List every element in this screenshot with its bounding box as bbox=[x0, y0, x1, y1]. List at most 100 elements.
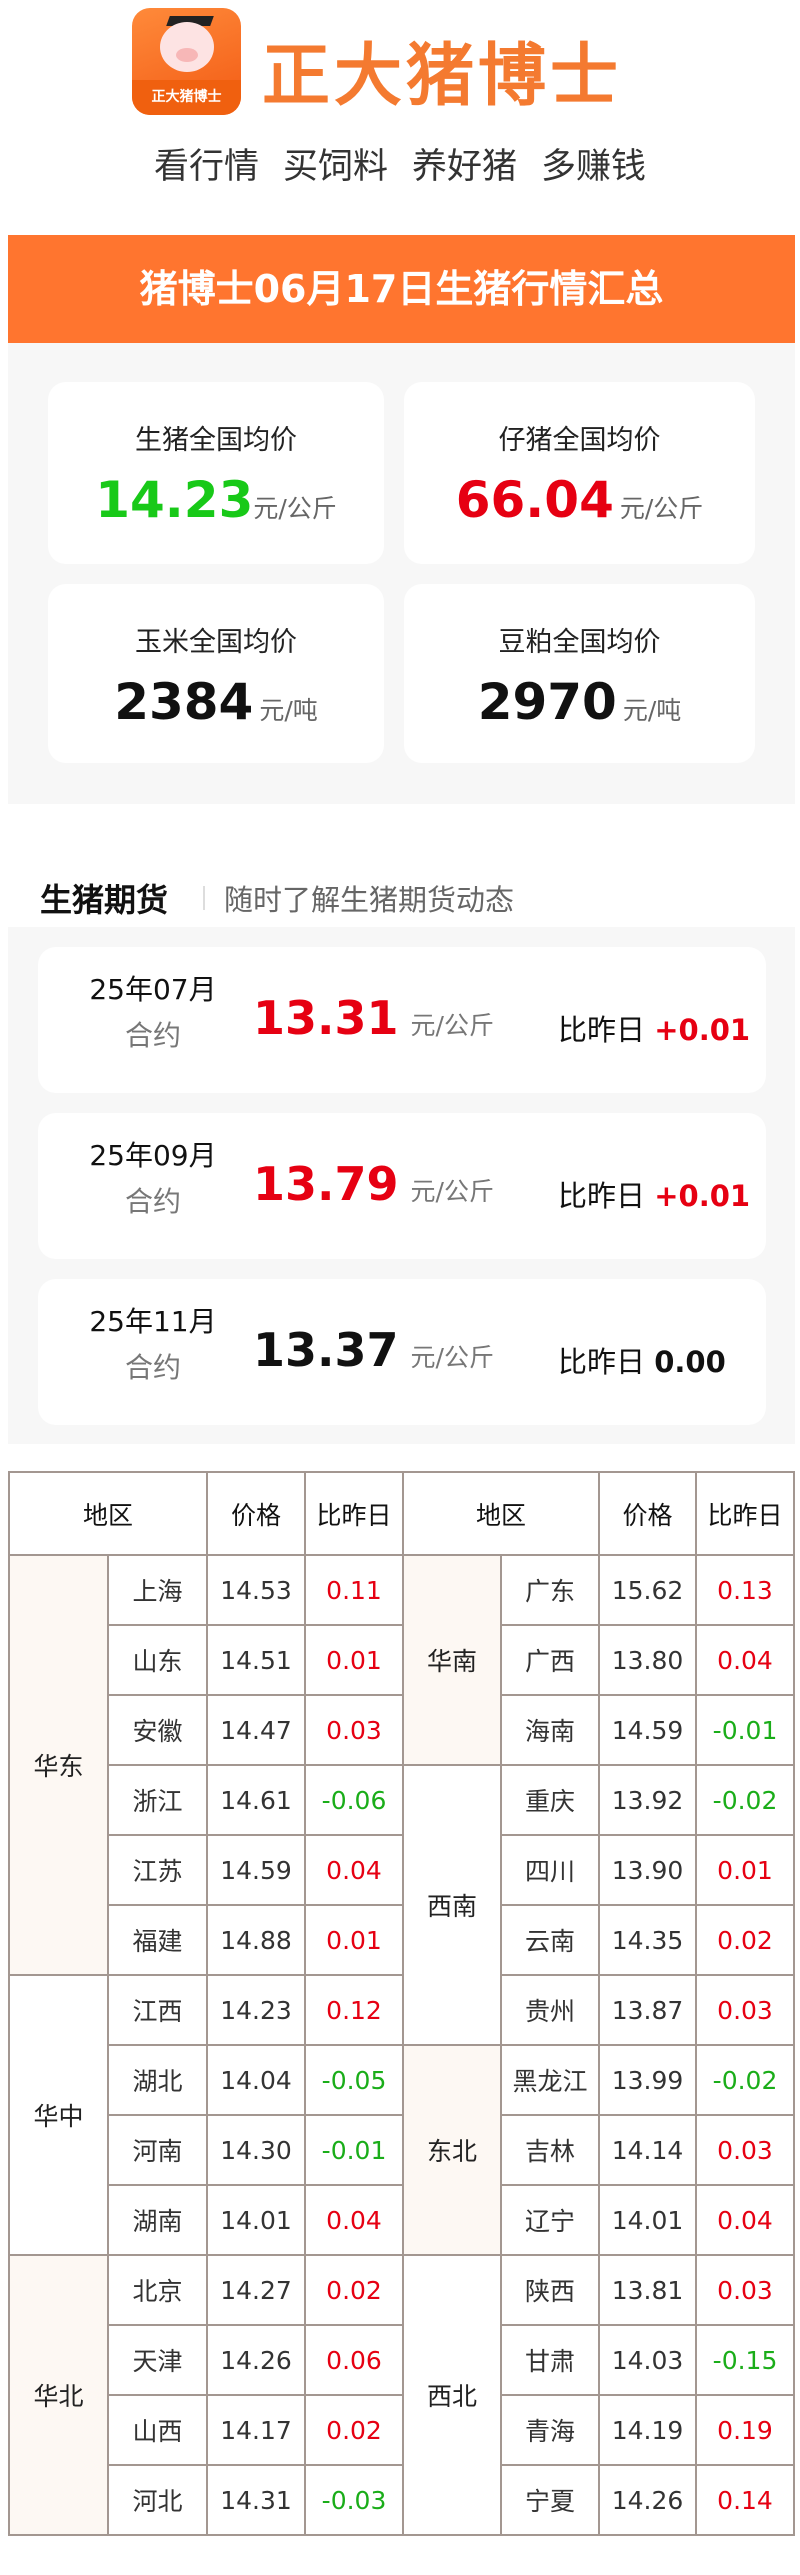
change: 0.02 bbox=[304, 2394, 405, 2466]
province: 海南 bbox=[500, 1694, 601, 1766]
futures-card: 25年09月 合约 13.79 元/公斤 比昨日 +0.01 bbox=[38, 1113, 766, 1259]
province: 广西 bbox=[500, 1624, 601, 1696]
table-header-row: 地区 价格 比昨日 地区 价格 比昨日 bbox=[7, 1471, 795, 1556]
header-change: 比昨日 bbox=[695, 1471, 795, 1556]
province: 黑龙江 bbox=[500, 2044, 601, 2116]
province: 贵州 bbox=[500, 1974, 601, 2046]
change: 0.14 bbox=[695, 2464, 795, 2536]
futures-card: 25年07月 合约 13.31 元/公斤 比昨日 +0.01 bbox=[38, 947, 766, 1093]
contract-label: 合约 bbox=[124, 1019, 181, 1052]
price-unit: 元/公斤 bbox=[410, 1177, 494, 1206]
contract-label: 合约 bbox=[124, 1351, 181, 1384]
card-value: 2384 bbox=[114, 673, 254, 731]
price: 14.03 bbox=[598, 2324, 698, 2396]
province: 宁夏 bbox=[500, 2464, 601, 2536]
change: 0.04 bbox=[695, 2184, 795, 2256]
change-vs-yesterday: 比昨日 +0.01 bbox=[558, 1173, 750, 1215]
change: 0.02 bbox=[304, 2254, 405, 2326]
change: 0.01 bbox=[304, 1904, 405, 1976]
futures-price-group: 13.37 元/公斤 bbox=[253, 1323, 494, 1377]
price: 14.01 bbox=[598, 2184, 698, 2256]
change-label: 比昨日 bbox=[558, 1179, 646, 1213]
province: 云南 bbox=[500, 1904, 601, 1976]
card-value: 66.04 bbox=[455, 471, 614, 529]
contract-info: 25年11月 合约 bbox=[68, 1301, 238, 1389]
region-group: 东北 bbox=[402, 2044, 503, 2256]
change: -0.02 bbox=[695, 2044, 795, 2116]
futures-price: 13.79 bbox=[253, 1157, 399, 1211]
regional-price-table: 地区 价格 比昨日 地区 价格 比昨日 华东 上海 14.53 0.11 华南 广东 15.62 0.13… bbox=[7, 1471, 795, 2536]
province: 山东 bbox=[106, 1624, 209, 1696]
price: 14.35 bbox=[598, 1904, 698, 1976]
table-row: 福建 14.88 0.01 云南 14.35 0.02 bbox=[9, 1904, 795, 1976]
pig-nose-icon bbox=[176, 48, 198, 62]
region-group: 华南 bbox=[402, 1554, 503, 1766]
change: 0.12 bbox=[304, 1974, 405, 2046]
table-row: 山东 14.51 0.01 广西 13.80 0.04 bbox=[9, 1624, 795, 1696]
change-value: +0.01 bbox=[654, 1179, 751, 1213]
price: 13.99 bbox=[598, 2044, 698, 2116]
logo-text: 正大猪博士 bbox=[132, 80, 241, 115]
change: -0.01 bbox=[695, 1694, 795, 1766]
table-row: 浙江 14.61 -0.06 西南 重庆 13.92 -0.02 bbox=[9, 1764, 795, 2046]
change: 0.02 bbox=[695, 1904, 795, 1976]
futures-price: 13.37 bbox=[253, 1323, 399, 1377]
price: 14.26 bbox=[206, 2324, 307, 2396]
province: 河南 bbox=[106, 2114, 209, 2186]
summary-banner-title: 猪博士06月17日生猪行情汇总 bbox=[8, 235, 795, 343]
card-unit: 元/吨 bbox=[259, 696, 318, 725]
price-unit: 元/公斤 bbox=[410, 1343, 494, 1372]
table-row: 江苏 14.59 0.04 四川 13.90 0.01 bbox=[9, 1834, 795, 1906]
contract-month: 25年09月 bbox=[89, 1139, 217, 1172]
province: 广东 bbox=[500, 1554, 601, 1626]
change: 0.04 bbox=[304, 2184, 405, 2256]
region-group: 华中 bbox=[8, 1974, 109, 2256]
price-unit: 元/公斤 bbox=[410, 1011, 494, 1040]
change: 0.03 bbox=[695, 1974, 795, 2046]
price: 14.59 bbox=[598, 1694, 698, 1766]
change: 0.04 bbox=[695, 1624, 795, 1696]
price: 13.92 bbox=[598, 1764, 698, 1836]
header-region: 地区 bbox=[7, 1471, 209, 1556]
price: 14.19 bbox=[598, 2394, 698, 2466]
table-row: 华中 江西 14.23 0.12 贵州 13.87 0.03 bbox=[8, 1974, 795, 2256]
province: 吉林 bbox=[500, 2114, 601, 2186]
province: 安徽 bbox=[106, 1694, 209, 1766]
price: 14.61 bbox=[206, 1764, 307, 1836]
price: 13.81 bbox=[598, 2254, 698, 2326]
region-group: 西北 bbox=[402, 2254, 503, 2536]
price: 14.51 bbox=[206, 1624, 307, 1696]
change: -0.03 bbox=[304, 2464, 405, 2536]
province: 河北 bbox=[106, 2464, 209, 2536]
change-label: 比昨日 bbox=[558, 1345, 646, 1379]
brand-name: 正大猪博士 bbox=[262, 37, 623, 116]
card-label: 玉米全国均价 bbox=[135, 627, 297, 658]
table-row: 湖北 14.04 -0.05 东北 黑龙江 13.99 -0.02 bbox=[9, 2044, 795, 2256]
province: 湖南 bbox=[106, 2184, 209, 2256]
contract-info: 25年09月 合约 bbox=[68, 1135, 238, 1223]
futures-price: 13.31 bbox=[253, 991, 399, 1045]
header-region: 地区 bbox=[402, 1471, 601, 1556]
futures-title: 生猪期货 bbox=[40, 881, 169, 919]
header-change: 比昨日 bbox=[304, 1471, 405, 1556]
price: 14.30 bbox=[206, 2114, 307, 2186]
change: 0.03 bbox=[304, 1694, 405, 1766]
province: 江西 bbox=[106, 1974, 209, 2046]
change: -0.15 bbox=[695, 2324, 795, 2396]
change: 0.01 bbox=[304, 1624, 405, 1696]
slogan-item: 养好猪 bbox=[412, 147, 518, 187]
futures-price-group: 13.31 元/公斤 bbox=[253, 991, 494, 1045]
summary-card-corn: 玉米全国均价 2384 元/吨 bbox=[48, 584, 384, 763]
price: 13.87 bbox=[598, 1974, 698, 2046]
card-label: 生猪全国均价 bbox=[135, 425, 297, 456]
contract-month: 25年07月 bbox=[89, 973, 217, 1006]
price: 14.23 bbox=[206, 1974, 307, 2046]
price: 14.04 bbox=[206, 2044, 307, 2116]
change: 0.03 bbox=[695, 2254, 795, 2326]
province: 辽宁 bbox=[500, 2184, 601, 2256]
slogan-item: 买饲料 bbox=[282, 147, 388, 187]
futures-card: 25年11月 合约 13.37 元/公斤 比昨日 0.00 bbox=[38, 1279, 766, 1425]
card-value: 14.23 bbox=[95, 471, 254, 529]
contract-info: 25年07月 合约 bbox=[68, 969, 238, 1057]
change: 0.01 bbox=[695, 1834, 795, 1906]
